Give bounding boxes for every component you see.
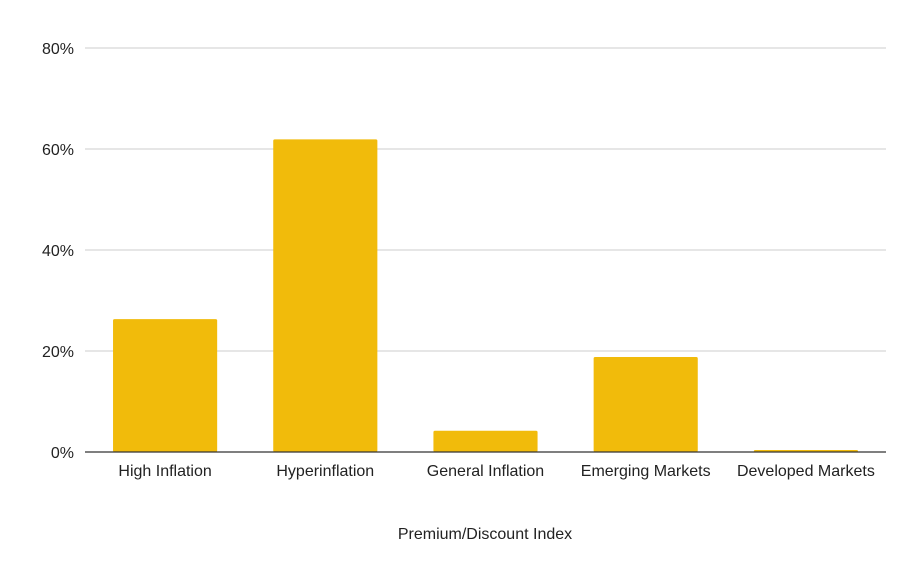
y-tick-label: 80% (42, 41, 74, 58)
x-category-label: High Inflation (118, 463, 211, 480)
bar (593, 357, 698, 452)
y-tick-label: 20% (42, 344, 74, 361)
x-category-label: Emerging Markets (581, 463, 711, 480)
y-tick-label: 40% (42, 243, 74, 260)
x-category-labels: High Inflation Hyperinflation General Infl… (118, 463, 874, 480)
y-tick-label: 0% (51, 445, 74, 462)
x-axis-title: Premium/Discount Index (398, 526, 572, 543)
x-category-label: Developed Markets (737, 463, 875, 480)
bar (273, 139, 378, 452)
y-tick-labels: 0% 20% 40% 60% 80% (42, 41, 74, 462)
y-tick-label: 60% (42, 142, 74, 159)
bars (113, 139, 858, 452)
bar (433, 430, 538, 452)
x-category-label: Hyperinflation (276, 463, 374, 480)
gridlines (85, 47, 886, 352)
x-category-label: General Inflation (427, 463, 544, 480)
bar (113, 319, 218, 452)
